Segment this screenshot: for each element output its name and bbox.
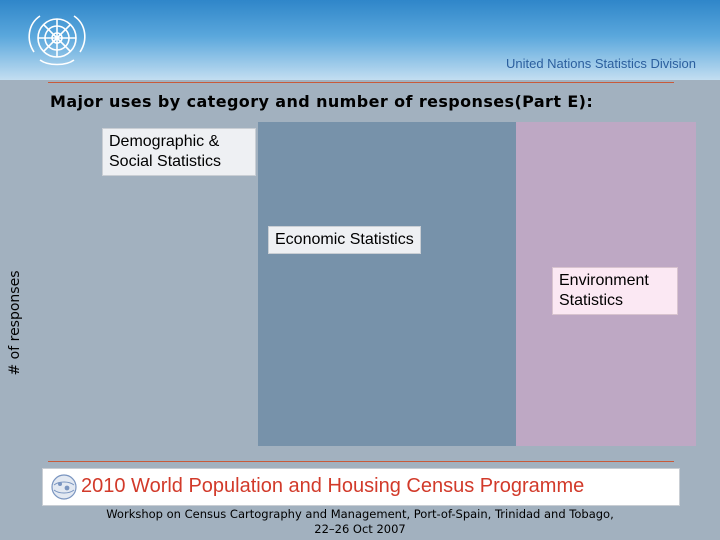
category-column-2 bbox=[258, 122, 516, 446]
workshop-line-1: Workshop on Census Cartography and Manag… bbox=[106, 507, 614, 521]
category-column-1 bbox=[98, 122, 258, 446]
workshop-line-2: 22–26 Oct 2007 bbox=[314, 522, 406, 536]
census-programme-banner: 2010 World Population and Housing Census… bbox=[42, 468, 680, 506]
label-demographic: Demographic & Social Statistics bbox=[102, 128, 256, 176]
header-band: United Nations Statistics Division bbox=[0, 0, 720, 80]
census-globe-icon bbox=[51, 474, 77, 500]
census-programme-text: 2010 World Population and Housing Census… bbox=[81, 475, 585, 497]
division-name: United Nations Statistics Division bbox=[505, 56, 696, 71]
label-environment: Environment Statistics bbox=[552, 267, 678, 315]
top-rule bbox=[48, 82, 674, 83]
workshop-caption: Workshop on Census Cartography and Manag… bbox=[0, 507, 720, 537]
un-emblem-icon bbox=[28, 15, 86, 66]
slide-title: Major uses by category and number of res… bbox=[50, 92, 594, 111]
label-economic: Economic Statistics bbox=[268, 226, 421, 254]
bottom-rule bbox=[48, 461, 674, 462]
